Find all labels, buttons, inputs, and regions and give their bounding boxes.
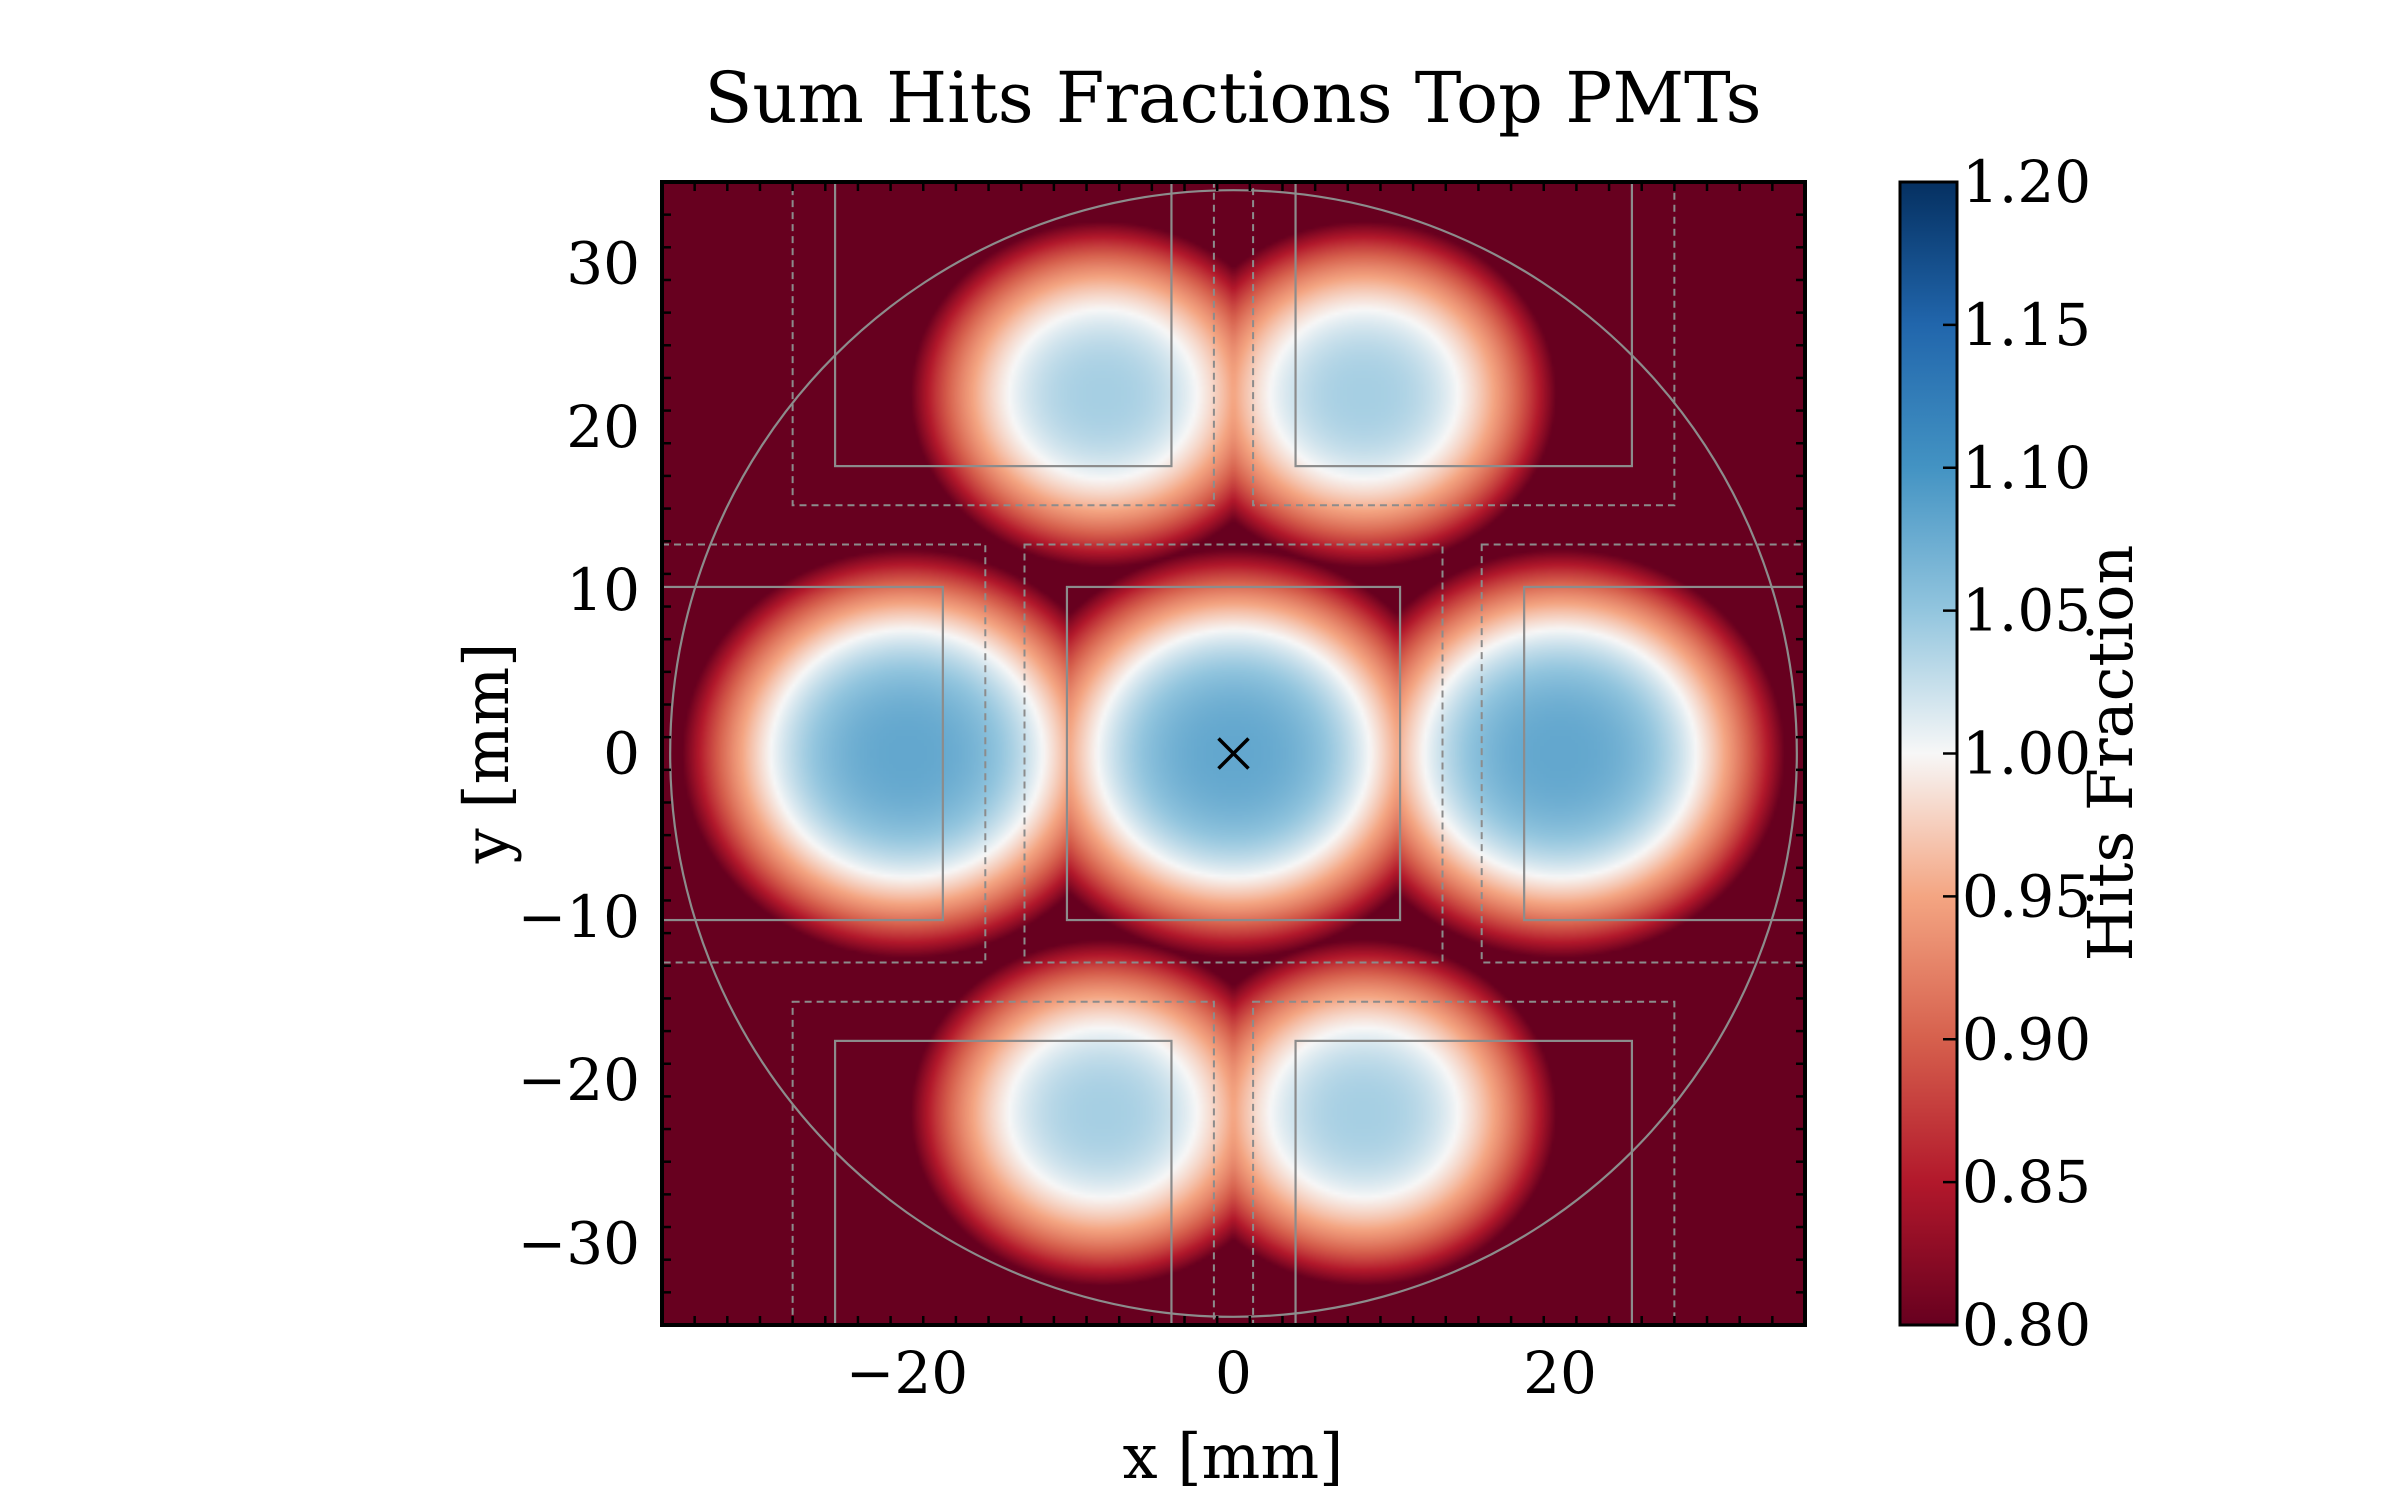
colorbar-tick-label: 1.10 [1962,434,2091,502]
pmt-dashed-outline [791,1000,1215,1325]
colorbar-tick-label: 0.95 [1962,862,2091,930]
y-tick-label: −20 [518,1046,640,1114]
y-tick-label: 10 [566,556,640,624]
pmt-dashed-outline [1480,543,1805,964]
pmt-dashed-outline [662,543,987,964]
x-tick-label: 20 [1523,1339,1597,1407]
pmt-outline [1523,585,1805,922]
colorbar-tick-label: 1.00 [1962,720,2091,788]
y-tick-labels: 30 20 10 0 −10 −20 −30 [518,230,640,1278]
pmt-outline [1294,182,1634,468]
colorbar-tick-label: 0.90 [1962,1005,2091,1073]
colorbar-tick-label: 0.80 [1962,1291,2091,1359]
y-tick-label: −10 [518,883,640,951]
pmt-outline [662,585,944,922]
pmt-overlay [662,182,1805,1325]
pmt-dashed-outline [791,182,1215,507]
chart-title: Sum Hits Fractions Top PMTs [704,57,1761,139]
y-axis-label: y [mm] [450,643,523,865]
colorbar-tick-label: 1.05 [1962,577,2091,645]
plot-frame [660,180,1807,1327]
x-axis-label: x [mm] [1123,1420,1344,1493]
colorbar-tick-label: 1.20 [1962,148,2091,216]
pmt-dashed-outline [1252,182,1676,507]
y-tick-label: 20 [566,393,640,461]
y-tick-label: 0 [603,720,640,788]
x-tick-label: −20 [846,1339,968,1407]
pmt-dashed-outline [1252,1000,1676,1325]
pmt-outline [833,182,1173,468]
x-tick-labels: −20 0 20 [846,1339,1597,1407]
colorbar-tick-label: 1.15 [1962,291,2091,359]
colorbar-tick-label: 0.85 [1962,1148,2091,1216]
plot-area [660,180,1807,1327]
colorbar-label: Hits Fraction [2074,545,2147,962]
boundary-circle [669,189,1798,1318]
pmt-outline [1065,585,1402,922]
x-tick-label: 0 [1215,1339,1252,1407]
center-marker [1217,737,1250,770]
pmt-dashed-outline [1023,543,1444,964]
y-tick-label: −30 [518,1209,640,1277]
colorbar: 1.20 1.15 1.10 1.05 1.00 0.95 0.90 0.85 0.80 Hit… [1898,148,2147,1359]
y-tick-label: 30 [566,230,640,298]
colorbar-ticks: 1.20 1.15 1.10 1.05 1.00 0.95 0.90 0.85 0.80 [1943,148,2091,1359]
